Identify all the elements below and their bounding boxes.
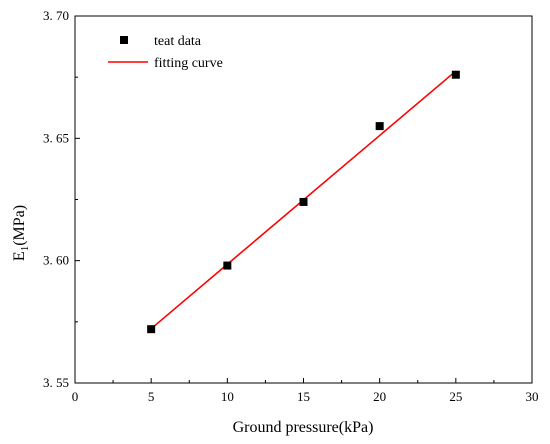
legend-label: fitting curve — [154, 56, 223, 71]
data-point — [299, 197, 308, 206]
legend-marker-square — [120, 36, 128, 44]
y-axis-title: E1(MPa) — [11, 205, 31, 261]
x-tick-label: 20 — [373, 389, 386, 404]
x-tick-label: 10 — [221, 389, 234, 404]
x-tick-label: 15 — [297, 389, 310, 404]
x-axis-ticks: 0 5 10 15 20 25 30 — [72, 378, 539, 404]
legend-label: teat data — [154, 34, 202, 49]
y-axis-title-main: E — [11, 251, 28, 261]
x-tick-label: 30 — [526, 389, 539, 404]
y-axis-title-subscript: 1 — [19, 246, 31, 252]
series-layer — [147, 70, 460, 334]
x-tick-label: 5 — [148, 389, 155, 404]
data-point — [375, 122, 384, 131]
legend: teat data fitting curve — [108, 34, 223, 71]
y-tick-label: 3. 55 — [43, 375, 69, 390]
y-axis-title-unit: (MPa) — [11, 205, 28, 246]
x-axis-title: Ground pressure(kPa) — [233, 419, 374, 436]
y-tick-label: 3. 60 — [43, 253, 69, 268]
x-tick-label: 0 — [72, 389, 79, 404]
y-tick-label: 3. 70 — [43, 8, 69, 23]
y-axis-ticks: 3. 55 3. 60 3. 65 3. 70 — [43, 8, 80, 390]
data-point — [223, 261, 232, 270]
x-tick-label: 25 — [449, 389, 462, 404]
y-tick-label: 3. 65 — [43, 130, 69, 145]
data-point — [451, 70, 460, 79]
data-point — [147, 325, 156, 334]
